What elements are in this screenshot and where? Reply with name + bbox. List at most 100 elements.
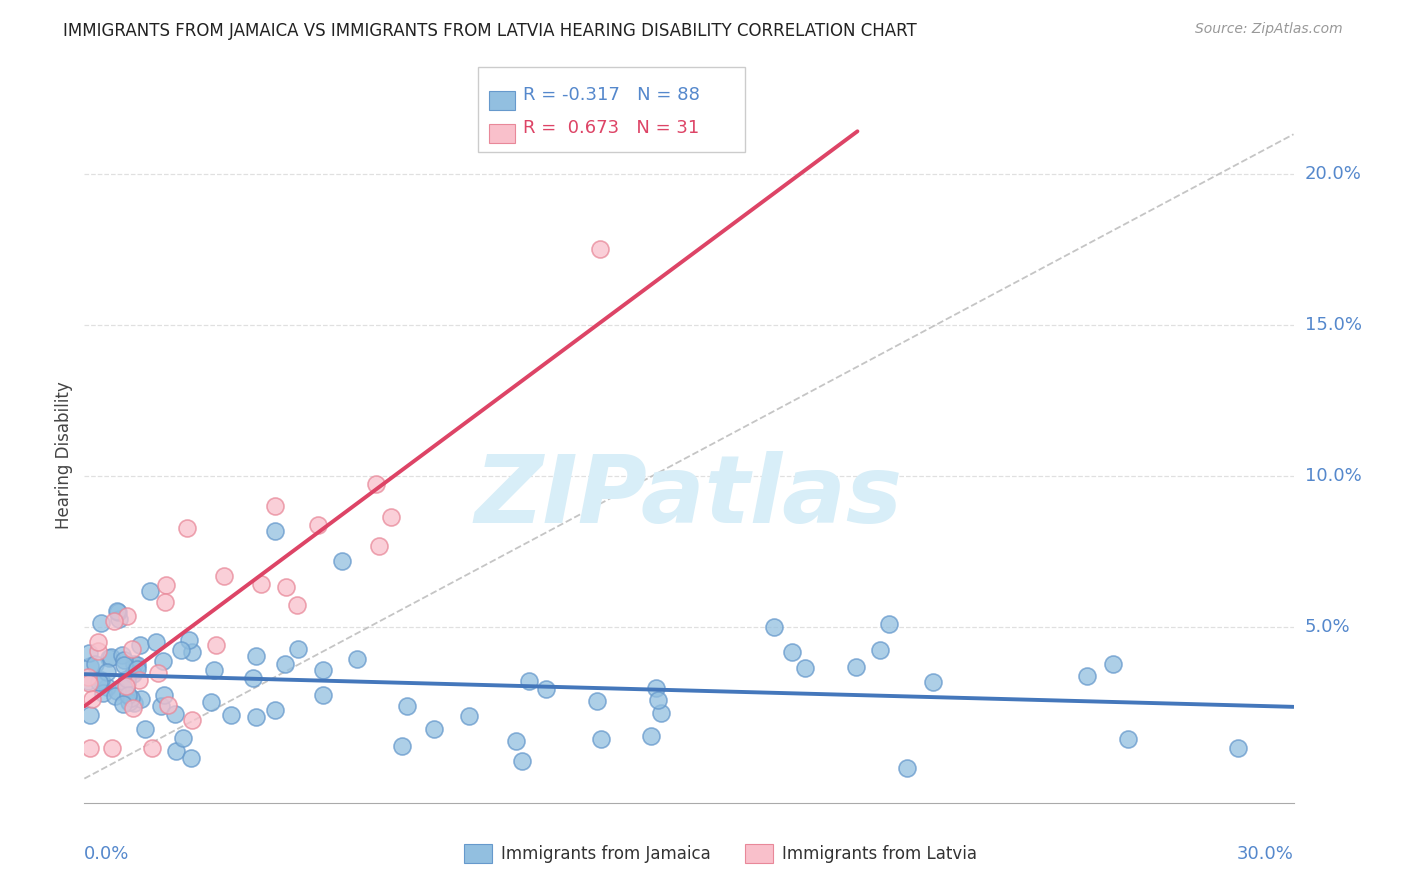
Point — [391, 739, 413, 754]
Text: ZIPatlas: ZIPatlas — [475, 450, 903, 542]
Point — [645, 681, 668, 696]
Point — [127, 657, 149, 672]
Text: R = -0.317   N = 88: R = -0.317 N = 88 — [523, 87, 700, 104]
Point — [107, 605, 129, 619]
Point — [180, 713, 202, 727]
Point — [512, 754, 534, 768]
Point — [517, 673, 540, 688]
Point — [91, 686, 114, 700]
Point — [204, 638, 226, 652]
Point — [505, 734, 527, 748]
Point — [163, 707, 186, 722]
Point — [396, 699, 419, 714]
Point — [263, 500, 285, 514]
Point — [307, 518, 329, 533]
Point — [586, 694, 609, 708]
Point — [117, 688, 139, 702]
Point — [107, 612, 129, 626]
Point — [118, 695, 141, 709]
Point — [172, 731, 194, 745]
Point — [87, 644, 110, 658]
Point — [364, 476, 387, 491]
Point — [845, 659, 868, 673]
Text: Immigrants from Latvia: Immigrants from Latvia — [782, 845, 977, 863]
Point — [90, 615, 112, 630]
Point — [146, 666, 169, 681]
Point — [156, 698, 179, 712]
Point — [264, 703, 287, 717]
Point — [245, 709, 267, 723]
Point — [170, 643, 193, 657]
Point — [114, 679, 136, 693]
Point — [153, 688, 176, 702]
Point — [200, 695, 222, 709]
Point — [249, 577, 271, 591]
Text: 20.0%: 20.0% — [1305, 165, 1361, 183]
Text: 10.0%: 10.0% — [1305, 467, 1361, 485]
Point — [79, 708, 101, 723]
Point — [763, 620, 786, 634]
Point — [134, 722, 156, 736]
Point — [1102, 657, 1125, 671]
Point — [87, 675, 110, 690]
Point — [122, 696, 145, 710]
Point — [117, 675, 139, 690]
Y-axis label: Hearing Disability: Hearing Disability — [55, 381, 73, 529]
Point — [120, 690, 142, 705]
Point — [921, 675, 943, 690]
Point — [121, 701, 143, 715]
Text: Source: ZipAtlas.com: Source: ZipAtlas.com — [1195, 22, 1343, 37]
Text: Immigrants from Jamaica: Immigrants from Jamaica — [501, 845, 710, 863]
Point — [219, 707, 242, 722]
Point — [165, 744, 187, 758]
Point — [80, 691, 103, 706]
Point — [242, 671, 264, 685]
Point — [346, 652, 368, 666]
Point — [534, 681, 557, 696]
Point — [83, 657, 105, 672]
Point — [276, 580, 298, 594]
Text: 0.0%: 0.0% — [84, 845, 129, 863]
Point — [105, 683, 128, 698]
Text: R =  0.673   N = 31: R = 0.673 N = 31 — [523, 120, 699, 137]
Point — [112, 658, 135, 673]
Point — [105, 604, 128, 618]
Point — [274, 657, 297, 671]
Point — [285, 598, 308, 612]
Point — [650, 706, 672, 720]
Point — [155, 578, 177, 592]
Point — [96, 680, 118, 694]
Point — [104, 690, 127, 704]
Point — [90, 673, 112, 687]
Point — [589, 732, 612, 747]
Point — [117, 672, 139, 686]
Point — [153, 595, 176, 609]
Point — [1227, 741, 1250, 756]
Point — [100, 650, 122, 665]
Point — [1118, 732, 1140, 747]
Point — [152, 655, 174, 669]
Point — [141, 741, 163, 756]
Point — [121, 641, 143, 656]
Point — [97, 650, 120, 665]
Point — [79, 658, 101, 673]
Text: 15.0%: 15.0% — [1305, 316, 1361, 334]
Text: IMMIGRANTS FROM JAMAICA VS IMMIGRANTS FROM LATVIA HEARING DISABILITY CORRELATION: IMMIGRANTS FROM JAMAICA VS IMMIGRANTS FR… — [63, 22, 917, 40]
Point — [114, 681, 136, 695]
Point — [458, 708, 481, 723]
Point — [101, 741, 124, 756]
Point — [86, 634, 108, 648]
Point — [149, 698, 172, 713]
Point — [176, 520, 198, 534]
Point — [77, 676, 100, 690]
Point — [77, 674, 100, 689]
Point — [780, 645, 803, 659]
Point — [245, 649, 267, 664]
Point — [202, 663, 225, 677]
Point — [96, 665, 118, 679]
Point — [589, 242, 612, 256]
Point — [794, 661, 817, 675]
Point — [112, 653, 135, 667]
Point — [263, 524, 285, 538]
Point — [177, 632, 200, 647]
